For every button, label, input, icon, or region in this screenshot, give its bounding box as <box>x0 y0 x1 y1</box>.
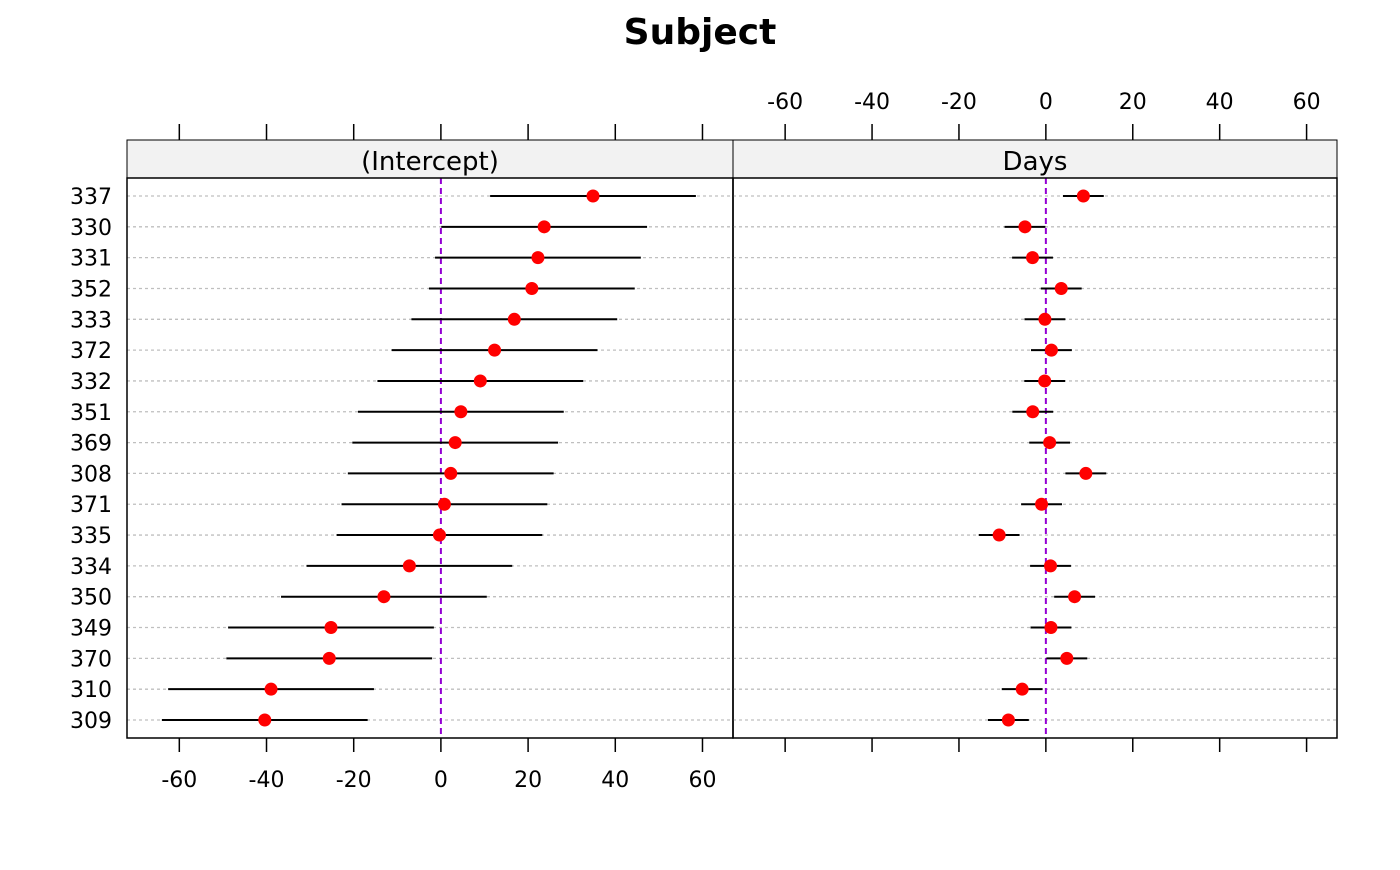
point-337 <box>586 189 600 203</box>
point-371 <box>1035 497 1049 511</box>
point-350 <box>1068 590 1082 604</box>
x-tick-label-bottom: 0 <box>434 768 448 793</box>
strip-0 <box>126 139 734 179</box>
x-tick-label-bottom: 60 <box>688 768 716 793</box>
chart-title: Subject <box>624 12 777 53</box>
x-tick-label-bottom: -60 <box>161 768 197 793</box>
point-332 <box>473 374 487 388</box>
x-tick-label-top: 60 <box>1293 90 1321 115</box>
y-tick-label: 308 <box>70 462 112 487</box>
y-tick-label: 310 <box>70 678 112 703</box>
point-350 <box>377 590 391 604</box>
x-tick-label-bottom: -40 <box>249 768 285 793</box>
point-332 <box>1038 374 1052 388</box>
point-310 <box>264 682 278 696</box>
y-tick-label: 349 <box>70 617 112 642</box>
x-tick-label-top: 0 <box>1039 90 1053 115</box>
x-tick-label-bottom: -20 <box>336 768 372 793</box>
point-352 <box>525 281 539 295</box>
point-372 <box>488 343 502 357</box>
y-tick-label: 351 <box>70 401 112 426</box>
y-tick-label: 332 <box>70 370 112 395</box>
panel-border-1 <box>732 177 1338 739</box>
point-351 <box>454 405 468 419</box>
y-tick-label: 331 <box>70 247 112 272</box>
y-tick-label: 371 <box>70 493 112 518</box>
y-tick-label: 369 <box>70 432 112 457</box>
y-tick-label: 309 <box>70 709 112 734</box>
point-330 <box>537 220 551 234</box>
point-331 <box>531 251 545 265</box>
point-335 <box>432 528 446 542</box>
point-333 <box>1038 312 1052 326</box>
y-tick-label: 330 <box>70 216 112 241</box>
y-tick-label: 370 <box>70 647 112 672</box>
x-tick-label-top: 20 <box>1119 90 1147 115</box>
point-349 <box>1044 621 1058 635</box>
x-tick-label-top: 40 <box>1206 90 1234 115</box>
x-tick-label-top: -60 <box>767 90 803 115</box>
y-tick-label: 334 <box>70 555 112 580</box>
point-333 <box>507 312 521 326</box>
y-tick-label: 333 <box>70 308 112 333</box>
point-337 <box>1076 189 1090 203</box>
point-334 <box>402 559 416 573</box>
point-369 <box>1043 436 1057 450</box>
point-370 <box>322 651 336 665</box>
x-tick-label-bottom: 40 <box>601 768 629 793</box>
point-331 <box>1026 251 1040 265</box>
panel-border-0 <box>126 177 734 739</box>
point-334 <box>1044 559 1058 573</box>
y-tick-label: 352 <box>70 277 112 302</box>
point-335 <box>992 528 1006 542</box>
point-369 <box>448 436 462 450</box>
point-351 <box>1026 405 1040 419</box>
point-308 <box>1079 466 1093 480</box>
strip-label: (Intercept) <box>361 147 499 177</box>
x-tick-label-top: -20 <box>941 90 977 115</box>
strip-1 <box>732 139 1338 179</box>
y-tick-label: 372 <box>70 339 112 364</box>
y-tick-label: 335 <box>70 524 112 549</box>
point-349 <box>324 621 338 635</box>
point-372 <box>1044 343 1058 357</box>
point-309 <box>1001 713 1015 727</box>
x-tick-label-top: -40 <box>854 90 890 115</box>
x-tick-label-bottom: 20 <box>514 768 542 793</box>
point-308 <box>444 466 458 480</box>
y-tick-label: 337 <box>70 185 112 210</box>
y-tick-label: 350 <box>70 586 112 611</box>
point-309 <box>258 713 272 727</box>
point-310 <box>1015 682 1029 696</box>
strip-label: Days <box>1003 147 1068 177</box>
point-370 <box>1060 651 1074 665</box>
point-330 <box>1018 220 1032 234</box>
point-352 <box>1054 281 1068 295</box>
point-371 <box>437 497 451 511</box>
